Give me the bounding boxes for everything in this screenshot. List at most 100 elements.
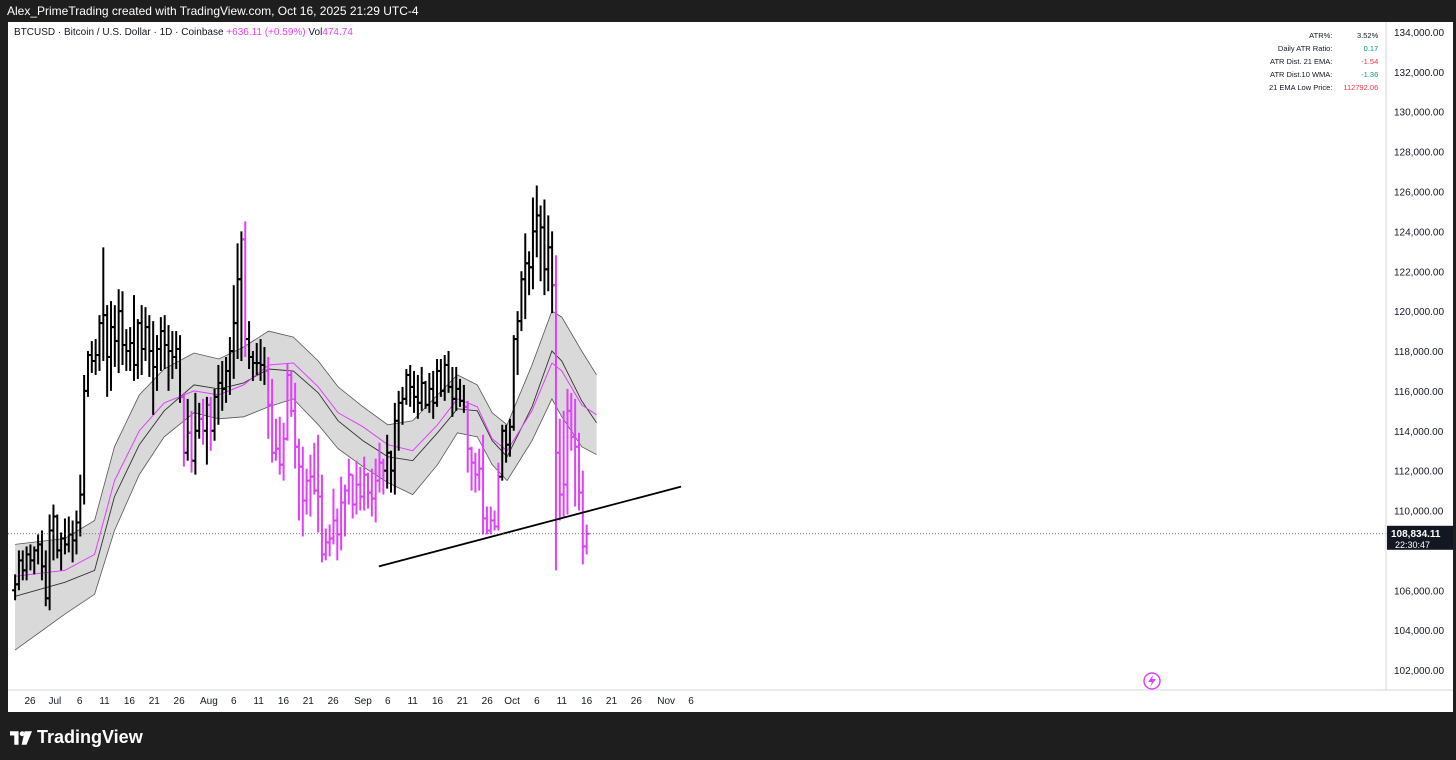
ohlc-bar [472,452,479,493]
ohlc-bar [541,199,548,296]
time-tick-label: 6 [688,696,694,707]
ohlc-bar [326,524,333,557]
ohlc-bar [307,454,314,517]
ohlc-bar [556,418,563,521]
price-tick-label: 114,000.00 [1394,427,1444,438]
atr-label: ATR Dist. 21 EMA: [1270,57,1333,66]
tradingview-logo[interactable]: TradingView [10,727,143,748]
time-tick-label: 16 [581,696,593,707]
time-tick-label: 21 [457,696,469,707]
ohlc-bar [107,301,114,391]
price-tick-label: 116,000.00 [1394,387,1444,398]
event-marker-icon [1143,672,1161,690]
last-price-badge [1387,525,1453,550]
price-tick-label: 118,000.00 [1394,347,1444,358]
ohlc-bar [77,474,84,537]
ohlc-bar [468,446,475,491]
ohlc-bar [526,251,533,296]
time-tick-label: 21 [303,696,315,707]
price-tick-label: 110,000.00 [1394,507,1444,518]
ohlc-bar [242,221,249,357]
ema-band-lower [14,398,597,651]
price-change: +636.11 (+0.59%) [226,27,306,38]
ohlc-bar [238,231,245,361]
symbol-legend: BTCUSD · Bitcoin / U.S. Dollar · 1D · Co… [14,27,353,38]
ema-band-fill [15,311,597,651]
countdown-timer: 22:30:47 [1395,540,1430,550]
ohlc-bar [522,233,529,320]
time-tick-label: Jul [48,696,61,707]
atr-value: -1.54 [1361,57,1379,66]
ohlc-bar [234,243,241,359]
ema-band [14,310,597,651]
ohlc-bar [399,386,406,425]
ohlc-bar [349,473,356,519]
ohlc-bar [92,339,99,375]
time-tick-label: 26 [174,696,186,707]
tradingview-logo-icon [10,730,32,745]
price-tick-label: 130,000.00 [1394,108,1444,119]
ohlc-bar [549,231,556,314]
ohlc-bar [368,468,375,517]
atr-value: -1.36 [1361,70,1379,79]
atr-label: ATR%: [1309,31,1333,40]
time-tick-label: 6 [231,696,237,707]
attribution-text: Alex_PrimeTrading created with TradingVi… [7,4,419,18]
ohlc-bar [138,305,145,375]
price-tick-label: 120,000.00 [1394,307,1444,318]
ohlc-bar [81,374,88,505]
ohlc-bar [142,307,149,361]
ohlc-bar [115,289,122,373]
ohlc-bar [111,305,118,367]
atr-row: 21 EMA Low Price: 112792.06 [1266,81,1381,94]
ohlc-bar [529,197,536,290]
ohlc-bar [276,416,283,475]
ohlc-bar [552,255,559,571]
ohlc-bar [315,434,322,533]
ema-mid-line [14,350,597,597]
price-tick-label: 134,000.00 [1394,28,1444,39]
ohlc-bar [322,528,329,561]
ohlc-bar [295,438,302,521]
ema21-line [15,362,597,577]
ohlc-bar [311,442,318,495]
ohlc-bar [338,476,345,551]
price-tick-label: 122,000.00 [1394,267,1444,278]
ohlc-bar [418,366,425,411]
time-tick-label: 26 [328,696,340,707]
ohlc-bars [12,185,590,611]
time-tick-label: 11 [557,696,568,707]
atr-row: ATR%: 3.52% [1266,29,1381,42]
price-tick-label: 104,000.00 [1394,626,1444,637]
ohlc-bar [84,351,91,397]
ohlc-bar [411,370,418,413]
volume-label: Vol [308,27,323,38]
time-tick-label: 21 [149,696,161,707]
atr-value: 112792.06 [1343,83,1379,92]
ohlc-bar [188,410,195,473]
time-tick-label: Sep [354,696,372,707]
time-tick-label: 26 [24,696,36,707]
ohlc-bar [579,470,586,565]
price-tick-label: 106,000.00 [1394,586,1444,597]
price-tick-label: 124,000.00 [1394,227,1444,238]
time-tick-label: Aug [200,696,218,707]
time-tick-label: 11 [407,696,418,707]
price-tick-label: 128,000.00 [1394,148,1444,159]
atr-row: Daily ATR Ratio: 0.17 [1266,42,1381,55]
time-tick-label: 16 [124,696,136,707]
atr-value: 3.52% [1357,31,1379,40]
ohlc-bar [303,468,310,515]
chart-frame[interactable]: 108,834.11 22:30:47 134,000.00 132,000.00 1… [8,22,1453,712]
time-tick-label: 6 [385,696,391,707]
attribution-bar: Alex_PrimeTrading created with TradingVi… [0,0,1456,22]
ohlc-bar [545,215,552,292]
ohlc-bar [157,317,164,371]
ohlc-bar [537,205,544,282]
ohlc-bar [341,484,348,537]
atr-label: 21 EMA Low Price: [1269,83,1333,92]
atr-value: 0.17 [1363,44,1379,53]
time-tick-label: 16 [432,696,444,707]
